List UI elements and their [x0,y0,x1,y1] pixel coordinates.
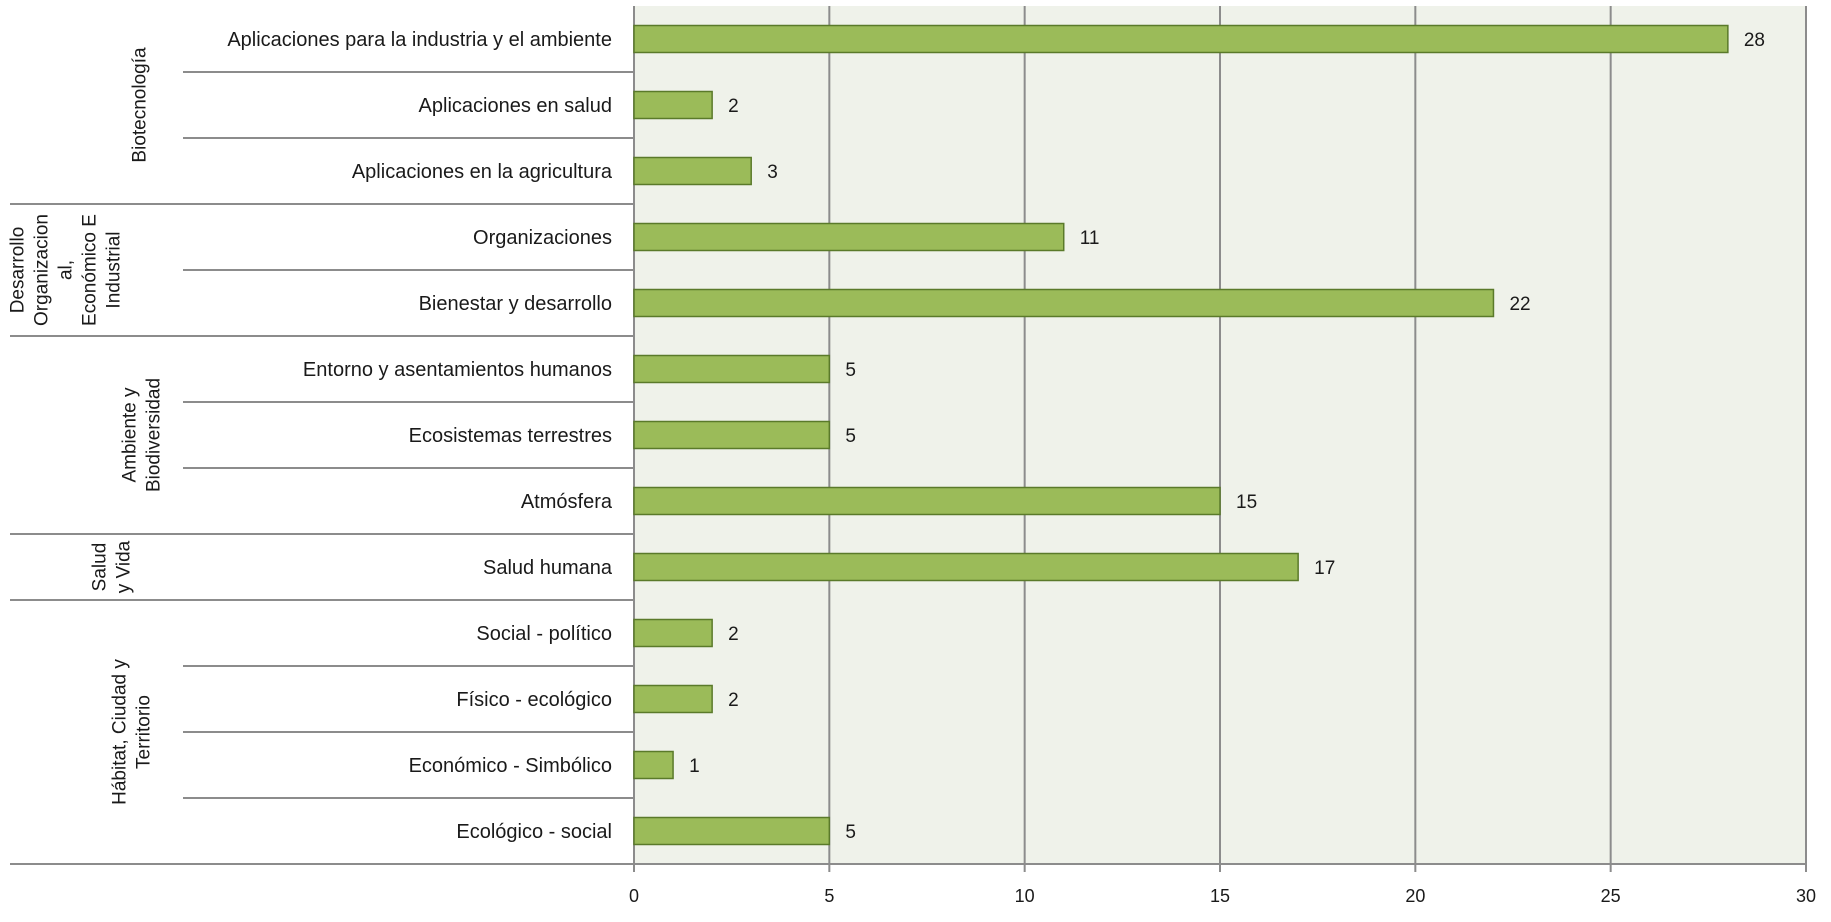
x-tick-label: 15 [1210,886,1230,906]
group-label: al, [56,260,77,280]
data-label: 15 [1236,492,1257,513]
group-label: Ambiente y [120,387,141,483]
x-tick-label: 0 [629,886,639,906]
data-label: 17 [1314,558,1335,579]
data-label: 28 [1744,30,1765,51]
category-label: Atmósfera [521,491,613,513]
x-tick-label: 20 [1405,886,1425,906]
bar [633,420,831,450]
group-label: Hábitat, Ciudad y [110,659,131,805]
bar [633,288,1495,318]
group-label: Salud [90,543,111,592]
x-tick-label: 5 [824,886,834,906]
x-tick-label: 10 [1015,886,1035,906]
data-label: 2 [728,96,739,117]
data-label: 5 [845,426,856,447]
category-label: Social - político [476,623,612,645]
bar [633,816,831,846]
category-label: Aplicaciones en la agricultura [352,161,613,183]
data-label: 1 [689,756,700,777]
group-label: Biotecnología [130,47,151,163]
category-label: Ecosistemas terrestres [409,425,612,447]
bar [633,750,674,780]
category-label: Económico - Simbólico [409,755,612,777]
x-tick-label: 30 [1796,886,1816,906]
category-label: Salud humana [483,557,613,579]
data-label: 5 [845,360,856,381]
bar [633,156,752,186]
bar [633,552,1299,582]
bar [633,618,713,648]
group-label: Organizacion [32,214,53,326]
data-label: 3 [767,162,778,183]
bar [633,486,1221,516]
bar [633,24,1729,54]
bar [633,354,831,384]
category-label: Físico - ecológico [456,689,612,711]
data-label: 22 [1509,294,1530,315]
category-label: Aplicaciones en salud [419,95,612,117]
category-label: Entorno y asentamientos humanos [303,359,612,381]
data-label: 5 [845,822,856,843]
category-label: Bienestar y desarrollo [419,293,612,315]
bar [633,684,713,714]
group-label: Desarrollo [8,227,29,314]
group-label: y Vida [114,540,135,593]
group-label: Territorio [134,695,155,769]
category-label: Organizaciones [473,227,612,249]
bar [633,222,1065,252]
group-label: Industrial [104,231,125,308]
category-label: Ecológico - social [456,821,612,843]
category-label: Aplicaciones para la industria y el ambi… [227,29,612,51]
group-label: Biodiversidad [144,378,165,492]
data-label: 11 [1080,228,1100,249]
bar [633,90,713,120]
x-tick-label: 25 [1601,886,1621,906]
data-label: 2 [728,690,739,711]
data-label: 2 [728,624,739,645]
group-label: Económico E [80,214,101,326]
